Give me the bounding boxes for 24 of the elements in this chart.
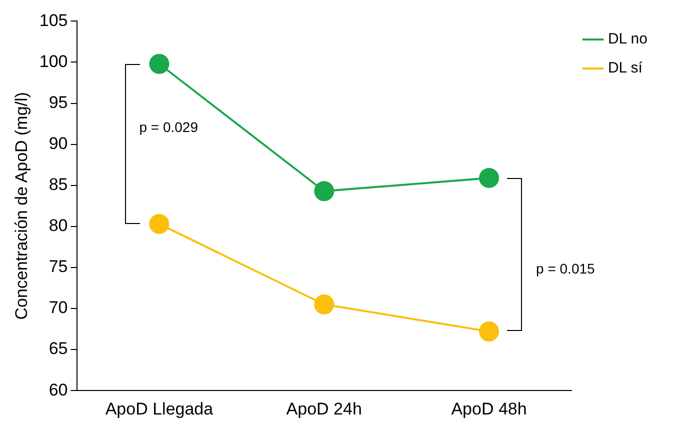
y-tick-label: 75 xyxy=(48,257,68,276)
x-tick-label: ApoD 24h xyxy=(286,399,362,418)
legend-label: DL sí xyxy=(608,60,644,77)
x-tick-label: ApoD 48h xyxy=(451,399,527,418)
y-tick-label: 70 xyxy=(48,298,68,318)
annotation: p = 0.029 xyxy=(139,118,198,135)
annotation: p = 0.015 xyxy=(536,260,596,277)
y-tick-label: 65 xyxy=(48,339,68,358)
legend-label: DL no xyxy=(608,30,648,48)
y-tick-label: 100 xyxy=(39,52,68,71)
y-tick-label: 90 xyxy=(48,134,68,154)
point xyxy=(314,181,334,202)
point xyxy=(479,321,500,342)
y-tick-label: 105 xyxy=(39,10,68,30)
point xyxy=(314,294,334,314)
y-tick-label: 85 xyxy=(48,175,68,194)
point xyxy=(149,214,170,234)
y-axis-title: Concentración de ApoD (mg/l) xyxy=(12,92,31,320)
point xyxy=(149,54,170,74)
y-tick-label: 60 xyxy=(48,380,68,400)
x-tick-label: ApoD Llegada xyxy=(105,399,214,418)
point xyxy=(479,168,500,188)
y-tick-label: 95 xyxy=(48,92,68,112)
y-tick-label: 80 xyxy=(48,216,68,236)
